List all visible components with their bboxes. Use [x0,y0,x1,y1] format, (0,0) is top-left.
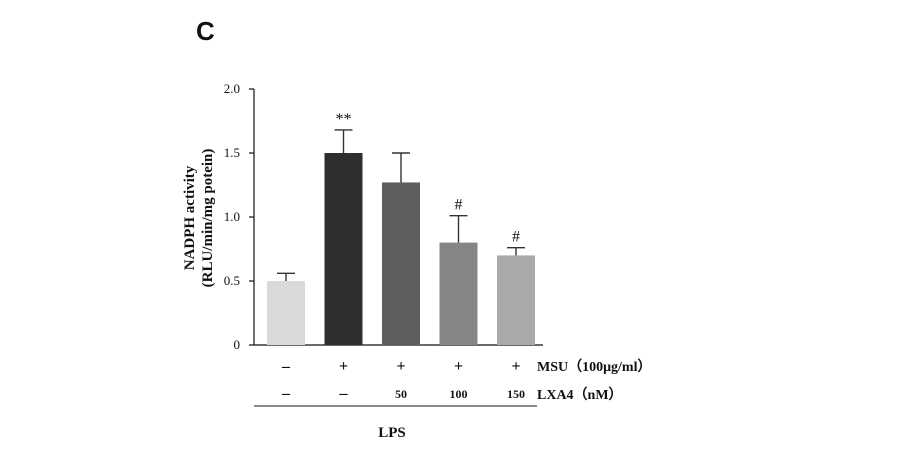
lxa4-row: – – 50 100 150 [281,385,525,402]
y-axis-title: NADPH activity (RLU/min/mg potein) [182,149,216,288]
bar [497,255,535,345]
significance-marker: ** [336,111,352,128]
bars: ** # # [267,111,535,345]
significance-marker: # [512,229,520,246]
msu-row-label: MSU（100μg/ml） [537,359,652,375]
bar [267,281,305,345]
y-tick-label: 1.5 [224,145,240,160]
y-axis-title-line1: NADPH activity [182,165,198,270]
y-axis-title-line2: (RLU/min/mg potein) [200,149,216,288]
y-tick-label: 0 [234,337,241,352]
bar [324,153,363,345]
msu-value: + [454,358,463,375]
lxa4-value: 150 [507,387,525,401]
msu-value: + [339,358,348,375]
y-tick-label: 1.0 [224,209,240,224]
bar [439,242,478,345]
lxa4-row-label: LXA4（nM） [537,387,623,403]
lxa4-value: 100 [450,387,468,401]
msu-value: + [511,358,520,375]
lxa4-value: 50 [395,387,407,401]
y-ticks: 0 0.5 1.0 1.5 2.0 [224,81,254,352]
bar [382,182,420,345]
significance-marker: # [455,197,463,214]
msu-value: + [396,358,405,375]
y-tick-label: 2.0 [224,81,240,96]
y-tick-label: 0.5 [224,273,240,288]
msu-value: – [281,358,291,375]
lxa4-value: – [339,385,349,402]
msu-row: – + + + + [281,358,521,375]
lxa4-value: – [281,385,291,402]
panel-label: C [196,16,215,46]
lps-label: LPS [378,425,406,441]
